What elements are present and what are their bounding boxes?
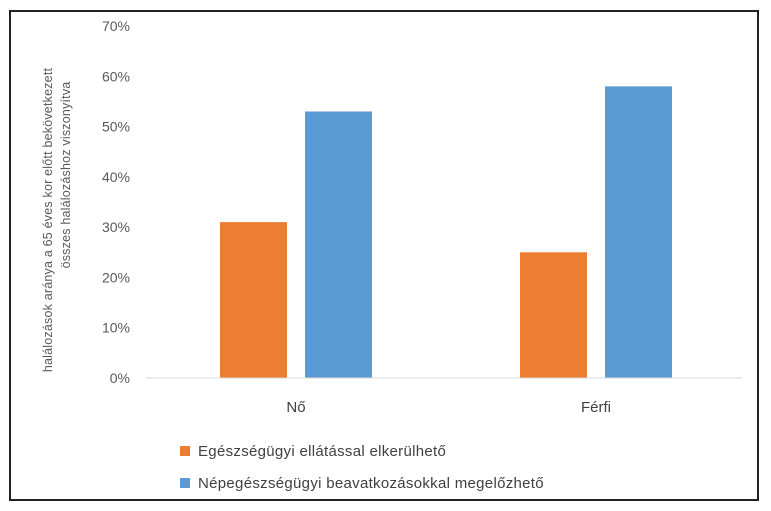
category-label: Férfi — [581, 399, 611, 416]
bars — [220, 86, 672, 378]
y-tick-label: 70% — [102, 18, 130, 34]
y-tick-label: 60% — [102, 68, 130, 84]
y-tick-label: 40% — [102, 169, 130, 185]
y-axis-label-line-1: halálozások aránya a 65 éves kor előtt b… — [41, 68, 55, 373]
bar-orange-1 — [220, 222, 287, 378]
y-tick-label: 20% — [102, 269, 130, 285]
legend-swatch-blue — [180, 478, 190, 488]
bar-blue-1 — [305, 111, 372, 378]
y-axis-label-line-2: összes halálozáshoz viszonyítva — [59, 82, 73, 269]
y-tick-label: 10% — [102, 320, 130, 336]
legend-item-series-1: Egészségügyi ellátással elkerülhető — [180, 440, 544, 462]
bar-orange-2 — [520, 252, 587, 378]
legend-item-series-2: Népegészségügyi beavatkozásokkal megelőz… — [180, 472, 544, 494]
legend-label-series-1: Egészségügyi ellátással elkerülhető — [198, 442, 447, 460]
y-tick-label: 50% — [102, 119, 130, 135]
category-label: Nő — [286, 399, 305, 416]
y-tick-label: 30% — [102, 219, 130, 235]
legend: Egészségügyi ellátással elkerülhető Népe… — [180, 440, 544, 504]
legend-swatch-orange — [180, 446, 190, 456]
legend-label-series-2: Népegészségügyi beavatkozásokkal megelőz… — [198, 474, 544, 492]
y-axis-label: halálozások aránya a 65 éves kor előtt b… — [41, 68, 73, 373]
y-tick-label: 0% — [110, 370, 130, 386]
category-labels: Nő Férfi — [286, 399, 611, 416]
bar-blue-2 — [605, 86, 672, 378]
y-tick-labels: 0% 10% 20% 30% 40% 50% 60% 70% — [102, 18, 130, 386]
